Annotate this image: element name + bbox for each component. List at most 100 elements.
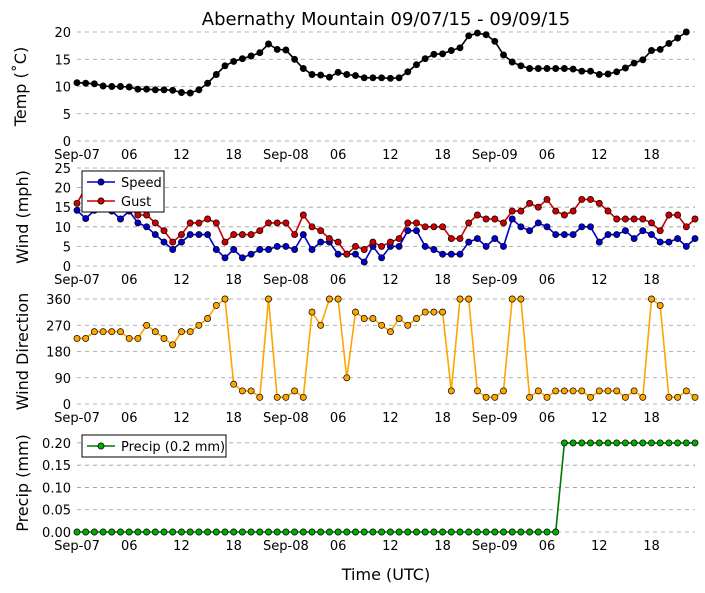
data-point — [543, 195, 551, 203]
data-point — [308, 246, 316, 253]
data-point — [491, 37, 499, 45]
legend-box — [81, 170, 165, 213]
data-point — [325, 295, 333, 303]
data-point — [656, 439, 664, 447]
data-point — [204, 315, 212, 322]
data-point — [587, 439, 594, 447]
series-line — [76, 207, 696, 264]
legend-marker — [97, 178, 105, 186]
data-point — [595, 238, 603, 246]
data-point — [378, 74, 386, 82]
x-tick-label: 12 — [173, 148, 190, 163]
data-point — [291, 387, 299, 395]
data-point — [204, 231, 212, 239]
data-point — [282, 219, 290, 227]
data-point — [639, 393, 647, 401]
data-point — [421, 242, 429, 250]
x-tick-label: 06 — [330, 148, 347, 163]
series-direction — [73, 295, 699, 401]
data-point — [526, 393, 534, 401]
data-point — [90, 528, 98, 536]
data-point — [378, 242, 386, 250]
y-tick-label: 5 — [63, 240, 71, 255]
data-point — [421, 308, 429, 316]
y-tick-label: 20 — [54, 182, 71, 197]
data-point — [291, 246, 299, 253]
data-point — [587, 67, 594, 75]
data-point — [569, 439, 577, 447]
data-point — [413, 227, 420, 235]
data-point — [621, 215, 629, 223]
data-point — [482, 242, 490, 250]
data-point — [334, 68, 342, 76]
data-point — [430, 246, 438, 253]
data-point — [204, 79, 212, 87]
series-line — [77, 297, 696, 399]
data-point — [665, 238, 673, 246]
data-point — [169, 246, 177, 253]
data-point — [186, 231, 194, 239]
y-tick-label: 10 — [54, 221, 71, 236]
y-tick-label: 0 — [63, 260, 71, 275]
data-point — [465, 238, 473, 246]
data-point — [543, 528, 551, 536]
data-point — [247, 250, 255, 258]
data-point — [212, 301, 220, 309]
data-point — [613, 231, 621, 239]
data-point — [500, 219, 507, 227]
data-point — [299, 393, 307, 401]
data-point — [352, 250, 359, 258]
data-point — [491, 528, 499, 536]
x-tick-label: 18 — [434, 273, 451, 288]
data-point — [143, 528, 151, 536]
data-point — [500, 51, 507, 59]
data-point — [395, 242, 403, 250]
data-point — [230, 231, 238, 239]
data-point — [491, 235, 499, 243]
data-point — [299, 528, 307, 536]
data-point — [526, 528, 534, 536]
data-point — [352, 242, 359, 250]
data-point — [360, 315, 368, 322]
x-tick-label: 18 — [643, 273, 660, 288]
data-point — [665, 211, 673, 219]
data-point — [90, 328, 98, 336]
y-tick-label: 15 — [54, 201, 71, 216]
data-point — [674, 211, 682, 219]
x-tick-label: Sep-09 — [472, 539, 518, 554]
data-point — [465, 32, 473, 40]
data-point — [682, 242, 690, 250]
data-point — [238, 528, 246, 536]
data-point — [178, 238, 185, 246]
data-point — [595, 199, 603, 207]
x-tick-label: Sep-08 — [263, 148, 309, 163]
data-point — [430, 223, 438, 231]
data-point — [273, 219, 281, 227]
data-point — [178, 89, 185, 96]
data-point — [160, 238, 168, 246]
data-point — [360, 74, 368, 82]
data-point — [674, 393, 682, 401]
legend: Speed Gust — [81, 170, 165, 213]
y-tick-label: 90 — [54, 372, 71, 387]
x-axis-label: Time (UTC) — [341, 565, 430, 584]
data-point — [639, 215, 647, 223]
data-point — [500, 387, 507, 395]
data-point — [186, 328, 194, 336]
data-point — [343, 71, 351, 78]
data-point — [430, 50, 438, 58]
data-point — [108, 83, 116, 90]
data-point — [674, 235, 682, 243]
data-point — [134, 334, 142, 342]
data-point — [308, 223, 316, 231]
data-point — [151, 231, 159, 239]
data-point — [308, 71, 316, 78]
y-axis-label: Wind (mph) — [13, 170, 32, 264]
data-point — [212, 528, 220, 536]
data-point — [352, 528, 359, 536]
data-point — [534, 219, 542, 227]
data-point — [682, 387, 690, 395]
data-point — [473, 528, 481, 536]
data-point — [230, 380, 238, 388]
legend-box — [81, 434, 227, 458]
